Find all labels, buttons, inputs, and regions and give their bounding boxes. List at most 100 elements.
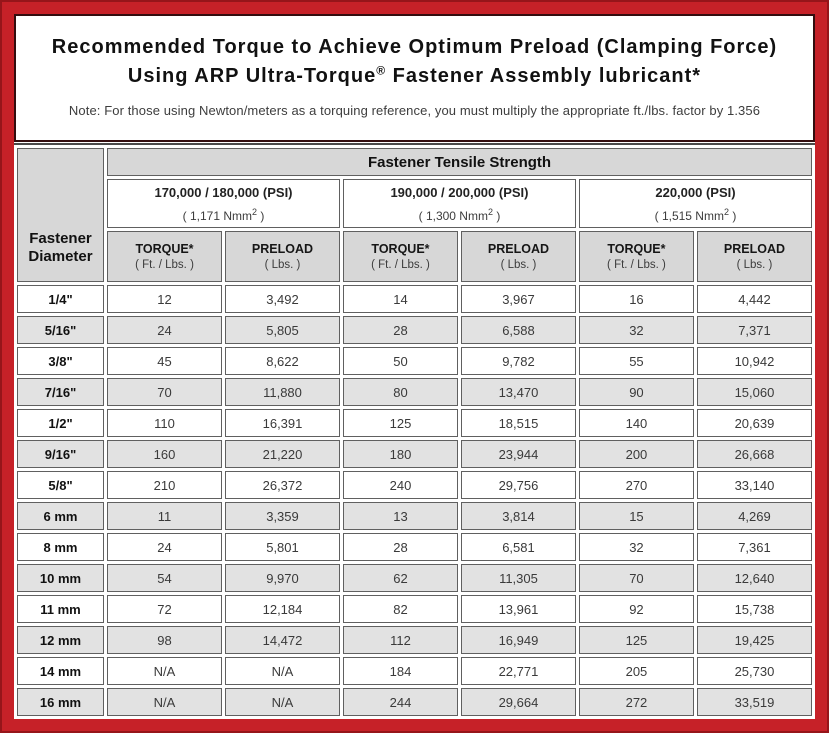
table-row: 12 mm 98 14,472 112 16,949 125 19,425 bbox=[17, 626, 812, 654]
value-cell: 12,184 bbox=[225, 595, 340, 623]
value-cell: 26,668 bbox=[696, 440, 812, 468]
value-cell: 14 bbox=[342, 285, 458, 313]
value-cell: 19,425 bbox=[696, 626, 812, 654]
table-row: 16 mm N/A N/A 244 29,664 272 33,519 bbox=[17, 688, 812, 716]
diameter-cell: 1/2" bbox=[17, 409, 105, 437]
psi-group-170-180: 170,000 / 180,000 (PSI) ( 1,171 Nmm2 ) bbox=[107, 179, 340, 228]
value-cell: 125 bbox=[342, 409, 458, 437]
value-cell: 24 bbox=[107, 533, 222, 561]
value-cell: 26,372 bbox=[225, 471, 340, 499]
value-cell: 14,472 bbox=[225, 626, 340, 654]
value-cell: N/A bbox=[225, 688, 340, 716]
value-cell: 3,814 bbox=[460, 502, 576, 530]
value-cell: 70 bbox=[107, 378, 222, 406]
value-cell: 90 bbox=[578, 378, 694, 406]
table-row: 11 mm 72 12,184 82 13,961 92 15,738 bbox=[17, 595, 812, 623]
tensile-strength-header: Fastener Tensile Strength bbox=[107, 148, 812, 176]
psi-group-190-200: 190,000 / 200,000 (PSI) ( 1,300 Nmm2 ) bbox=[342, 179, 576, 228]
diameter-cell: 5/8" bbox=[17, 471, 105, 499]
value-cell: 18,515 bbox=[460, 409, 576, 437]
value-cell: N/A bbox=[107, 688, 222, 716]
diameter-cell: 14 mm bbox=[17, 657, 105, 685]
value-cell: 50 bbox=[342, 347, 458, 375]
diameter-cell: 12 mm bbox=[17, 626, 105, 654]
value-cell: 20,639 bbox=[696, 409, 812, 437]
page-title-line2: Using ARP Ultra-Torque® Fastener Assembl… bbox=[16, 62, 813, 91]
value-cell: 11,305 bbox=[460, 564, 576, 592]
value-cell: 9,782 bbox=[460, 347, 576, 375]
diameter-cell: 9/16" bbox=[17, 440, 105, 468]
diameter-cell: 8 mm bbox=[17, 533, 105, 561]
value-cell: 9,970 bbox=[225, 564, 340, 592]
fastener-diameter-line1: Fastener bbox=[29, 229, 92, 247]
value-cell: 15,738 bbox=[696, 595, 812, 623]
diameter-cell: 7/16" bbox=[17, 378, 105, 406]
page-title-line1: Recommended Torque to Achieve Optimum Pr… bbox=[51, 36, 778, 58]
value-cell: 112 bbox=[342, 626, 458, 654]
value-cell: 4,442 bbox=[696, 285, 812, 313]
newton-meters-note: Note: For those using Newton/meters as a… bbox=[68, 103, 761, 118]
value-cell: 15,060 bbox=[696, 378, 812, 406]
fastener-diameter-header: Fastener Diameter bbox=[17, 148, 105, 282]
preload-header-2: PRELOAD ( Lbs. ) bbox=[460, 231, 576, 282]
diameter-cell: 3/8" bbox=[17, 347, 105, 375]
value-cell: 3,967 bbox=[460, 285, 576, 313]
diameter-cell: 16 mm bbox=[17, 688, 105, 716]
value-cell: 200 bbox=[578, 440, 694, 468]
value-cell: 82 bbox=[342, 595, 458, 623]
value-cell: 33,519 bbox=[696, 688, 812, 716]
table-row: 8 mm 24 5,801 28 6,581 32 7,361 bbox=[17, 533, 812, 561]
value-cell: 16,949 bbox=[460, 626, 576, 654]
preload-header-1: PRELOAD ( Lbs. ) bbox=[225, 231, 340, 282]
diameter-cell: 10 mm bbox=[17, 564, 105, 592]
nmm-label: ( 1,171 Nmm2 ) bbox=[182, 206, 265, 223]
value-cell: 6,581 bbox=[460, 533, 576, 561]
value-cell: 54 bbox=[107, 564, 222, 592]
value-cell: 205 bbox=[578, 657, 694, 685]
value-cell: 55 bbox=[578, 347, 694, 375]
value-cell: N/A bbox=[225, 657, 340, 685]
value-cell: 270 bbox=[578, 471, 694, 499]
value-cell: 125 bbox=[578, 626, 694, 654]
diameter-cell: 1/4" bbox=[17, 285, 105, 313]
value-cell: 62 bbox=[342, 564, 458, 592]
value-cell: 16 bbox=[578, 285, 694, 313]
table-row: 5/16" 24 5,805 28 6,588 32 7,371 bbox=[17, 316, 812, 344]
value-cell: 8,622 bbox=[225, 347, 340, 375]
value-cell: 29,756 bbox=[460, 471, 576, 499]
title-line2-text: Using ARP Ultra-Torque bbox=[127, 65, 377, 87]
value-cell: 22,771 bbox=[460, 657, 576, 685]
value-cell: 29,664 bbox=[460, 688, 576, 716]
value-cell: 7,371 bbox=[696, 316, 812, 344]
value-cell: 5,805 bbox=[225, 316, 340, 344]
title-panel: Recommended Torque to Achieve Optimum Pr… bbox=[14, 14, 815, 142]
table-row: 10 mm 54 9,970 62 11,305 70 12,640 bbox=[17, 564, 812, 592]
psi-header-row: 170,000 / 180,000 (PSI) ( 1,171 Nmm2 ) 1… bbox=[17, 179, 812, 228]
torque-header-1: TORQUE* ( Ft. / Lbs. ) bbox=[107, 231, 222, 282]
preload-header-3: PRELOAD ( Lbs. ) bbox=[696, 231, 812, 282]
value-cell: 6,588 bbox=[460, 316, 576, 344]
table-row: 7/16" 70 11,880 80 13,470 90 15,060 bbox=[17, 378, 812, 406]
table-row: 9/16" 160 21,220 180 23,944 200 26,668 bbox=[17, 440, 812, 468]
value-cell: 15 bbox=[578, 502, 694, 530]
value-cell: 7,361 bbox=[696, 533, 812, 561]
table-row: 6 mm 11 3,359 13 3,814 15 4,269 bbox=[17, 502, 812, 530]
value-cell: 32 bbox=[578, 533, 694, 561]
value-cell: 24 bbox=[107, 316, 222, 344]
value-cell: 33,140 bbox=[696, 471, 812, 499]
table-row: 1/4" 12 3,492 14 3,967 16 4,442 bbox=[17, 285, 812, 313]
torque-header-2: TORQUE* ( Ft. / Lbs. ) bbox=[342, 231, 458, 282]
psi-label: 190,000 / 200,000 (PSI) bbox=[390, 184, 529, 200]
value-cell: 12,640 bbox=[696, 564, 812, 592]
value-cell: 45 bbox=[107, 347, 222, 375]
value-cell: 10,942 bbox=[696, 347, 812, 375]
value-cell: 11,880 bbox=[225, 378, 340, 406]
content-area: Recommended Torque to Achieve Optimum Pr… bbox=[14, 14, 815, 719]
value-cell: 72 bbox=[107, 595, 222, 623]
value-cell: 3,492 bbox=[225, 285, 340, 313]
diameter-cell: 11 mm bbox=[17, 595, 105, 623]
value-cell: 240 bbox=[342, 471, 458, 499]
value-cell: 16,391 bbox=[225, 409, 340, 437]
value-cell: 13 bbox=[342, 502, 458, 530]
